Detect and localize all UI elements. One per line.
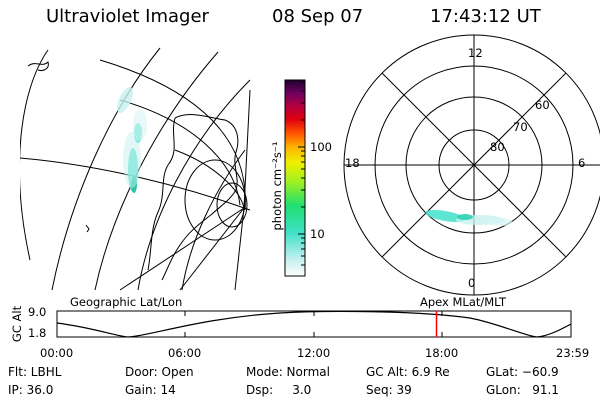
mlt-label-18: 18 [345,156,360,170]
colorbar-tick-10: 10 [310,227,325,241]
glat-status: GLat: −60.9 [486,365,559,379]
mlat-label-80: 80 [490,140,505,154]
geographic-panel-label: Geographic Lat/Lon [70,295,183,309]
mlat-label-60: 60 [535,98,550,112]
mlt-label-6: 6 [578,156,586,170]
date-label: 08 Sep 07 [272,6,364,27]
app-title: Ultraviolet Imager [46,6,209,27]
orbit-xtick-0600: 06:00 [168,346,202,360]
mode-status: Mode: Normal [246,365,330,379]
gain-status: Gain: 14 [125,383,176,397]
mlt-label-0: 0 [468,276,476,290]
color-bar [284,79,306,277]
orbit-ytick-high: 9.0 [28,305,47,319]
seq-status: Seq: 39 [366,383,412,397]
ip-status: IP: 36.0 [8,383,54,397]
polar-mlat-mlt-plot [343,34,600,296]
mlt-label-12: 12 [468,46,483,60]
filter-status: Flt: LBHL [8,365,62,379]
door-status: Door: Open [125,365,194,379]
dsp-status: Dsp: 3.0 [246,383,312,397]
orbit-altitude-plot [56,310,572,338]
orbit-ylabel: GC Alt [10,305,24,343]
time-label: 17:43:12 UT [430,6,541,27]
orbit-xtick-1800: 18:00 [425,346,459,360]
colorbar-tick-100: 100 [310,140,332,154]
colorbar-unit-label: photon cm⁻²s⁻¹ [270,141,284,231]
orbit-xtick-2359: 23:59 [556,346,590,360]
apex-panel-label: Apex MLat/MLT [420,295,507,309]
orbit-xtick-1200: 12:00 [297,346,331,360]
mlat-label-70: 70 [513,120,528,134]
orbit-ytick-low: 1.8 [28,326,47,340]
glon-status: GLon: 91.1 [486,383,559,397]
geographic-map [20,47,251,291]
gc-alt-status: GC Alt: 6.9 Re [366,365,450,379]
orbit-xtick-0000: 00:00 [40,346,74,360]
